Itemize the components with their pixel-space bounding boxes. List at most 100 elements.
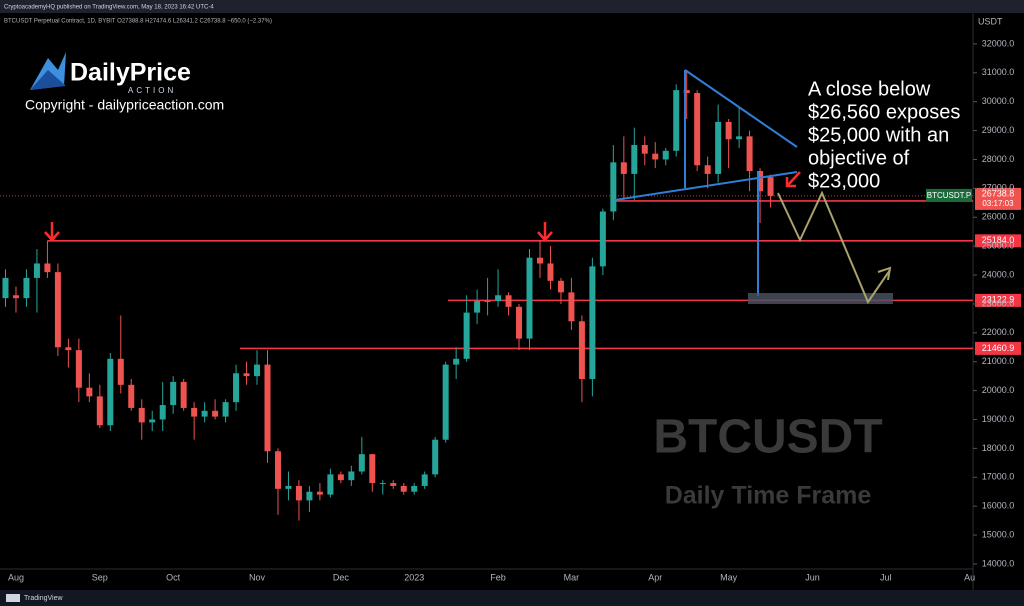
candle-body	[505, 295, 512, 307]
candle-body	[526, 257, 533, 339]
candle-body	[725, 121, 732, 140]
y-tick-label: 29000.0	[982, 125, 1015, 135]
candle-body	[704, 165, 711, 174]
candle-body	[117, 358, 124, 385]
candle-body	[86, 387, 93, 397]
candle-body	[620, 162, 627, 174]
candle-body	[243, 373, 250, 377]
candle-body	[274, 451, 281, 489]
header-bar	[0, 0, 1024, 13]
annotation: $23,000	[808, 170, 880, 192]
candle-body	[128, 384, 135, 408]
candle-body	[746, 136, 753, 172]
candle-body	[191, 407, 198, 417]
annotation: objective of	[808, 147, 910, 169]
candle-body	[421, 474, 428, 486]
candle-body	[212, 410, 219, 417]
candle-body	[348, 471, 355, 481]
candle-body	[589, 266, 596, 380]
marker-arrow	[44, 222, 60, 242]
candle-body	[516, 306, 523, 339]
candle-body	[33, 263, 40, 278]
footer-bar	[0, 590, 1024, 606]
candle-body	[316, 491, 323, 495]
candle-body	[107, 358, 114, 426]
candle-body	[568, 292, 575, 322]
candle-body	[264, 364, 271, 452]
x-tick-label: Nov	[249, 572, 266, 582]
logo-name: DailyPrice	[70, 59, 191, 87]
y-tick-label: 31000.0	[982, 67, 1015, 77]
y-tick-label: 28000.0	[982, 154, 1015, 164]
candle-body	[631, 145, 638, 174]
y-tick-label: 16000.0	[982, 501, 1015, 511]
candle-body	[578, 321, 585, 380]
last-price-label: 26738.8	[982, 188, 1015, 198]
x-tick-label: Jun	[805, 572, 820, 582]
candle-body	[2, 277, 9, 299]
candle-body	[180, 381, 187, 408]
candle-body	[379, 483, 386, 485]
annotation: A close below	[808, 78, 931, 100]
candle-body	[233, 373, 240, 403]
level-label: 21460.9	[982, 343, 1015, 353]
candle-body	[254, 364, 261, 377]
y-tick-label: 20000.0	[982, 385, 1015, 395]
y-tick-label: 17000.0	[982, 472, 1015, 482]
projection-path	[777, 190, 891, 305]
candle-body	[641, 145, 648, 154]
annotation: $26,560 exposes	[808, 101, 960, 123]
logo-tagline: ACTION	[128, 86, 176, 95]
candle-body	[390, 483, 397, 486]
x-tick-label: 2023	[404, 572, 424, 582]
x-tick-label: Oct	[166, 572, 181, 582]
last-price-tag	[975, 187, 1021, 210]
x-tick-label: Apr	[648, 572, 662, 582]
candle-body	[96, 396, 103, 426]
candle-body	[285, 485, 292, 489]
candle-body	[683, 90, 690, 94]
y-tick-label: 32000.0	[982, 38, 1015, 48]
candle-body	[484, 301, 491, 303]
x-tick-label: Aug	[8, 572, 24, 582]
candle-body	[411, 485, 418, 492]
trend-line	[684, 69, 798, 148]
target-zone	[748, 293, 893, 304]
candle-body	[610, 162, 617, 212]
x-tick-label: Jul	[880, 572, 892, 582]
candle-body	[736, 136, 743, 140]
symbol-label: BTCUSDT.P	[927, 191, 971, 200]
candle-body	[767, 177, 774, 196]
candle-body	[673, 90, 680, 151]
candle-body	[65, 347, 72, 351]
candle-body	[662, 150, 669, 160]
symbol-info: BTCUSDT Perpetual Contract, 1D, BYBIT O2…	[4, 19, 272, 25]
candle-body	[369, 454, 376, 484]
candle-body	[463, 312, 470, 359]
candle-body	[652, 153, 659, 160]
level-label: 25184.0	[982, 235, 1015, 245]
y-tick-label: 15000.0	[982, 529, 1015, 539]
x-tick-label: May	[720, 572, 738, 582]
candle-body	[23, 277, 30, 299]
candle-body	[536, 257, 543, 264]
candle-body	[715, 121, 722, 174]
marker-arrow	[537, 222, 553, 242]
candle-body	[599, 211, 606, 267]
y-tick-label: 25000.0	[982, 241, 1015, 251]
candle-body	[12, 295, 19, 299]
y-tick-label: 27000.0	[982, 183, 1015, 193]
x-tick-label: Mar	[564, 572, 580, 582]
x-tick-label: Feb	[490, 572, 506, 582]
candle-body	[306, 491, 313, 501]
logo-icon-shade	[30, 70, 66, 90]
price-axis-label: USDT	[978, 16, 1003, 26]
candle-body	[547, 263, 554, 281]
y-tick-label: 24000.0	[982, 269, 1015, 279]
x-tick-label: Au	[964, 572, 975, 582]
level-label: 23122.9	[982, 295, 1015, 305]
candle-body	[432, 439, 439, 475]
marker-arrow	[785, 171, 801, 188]
